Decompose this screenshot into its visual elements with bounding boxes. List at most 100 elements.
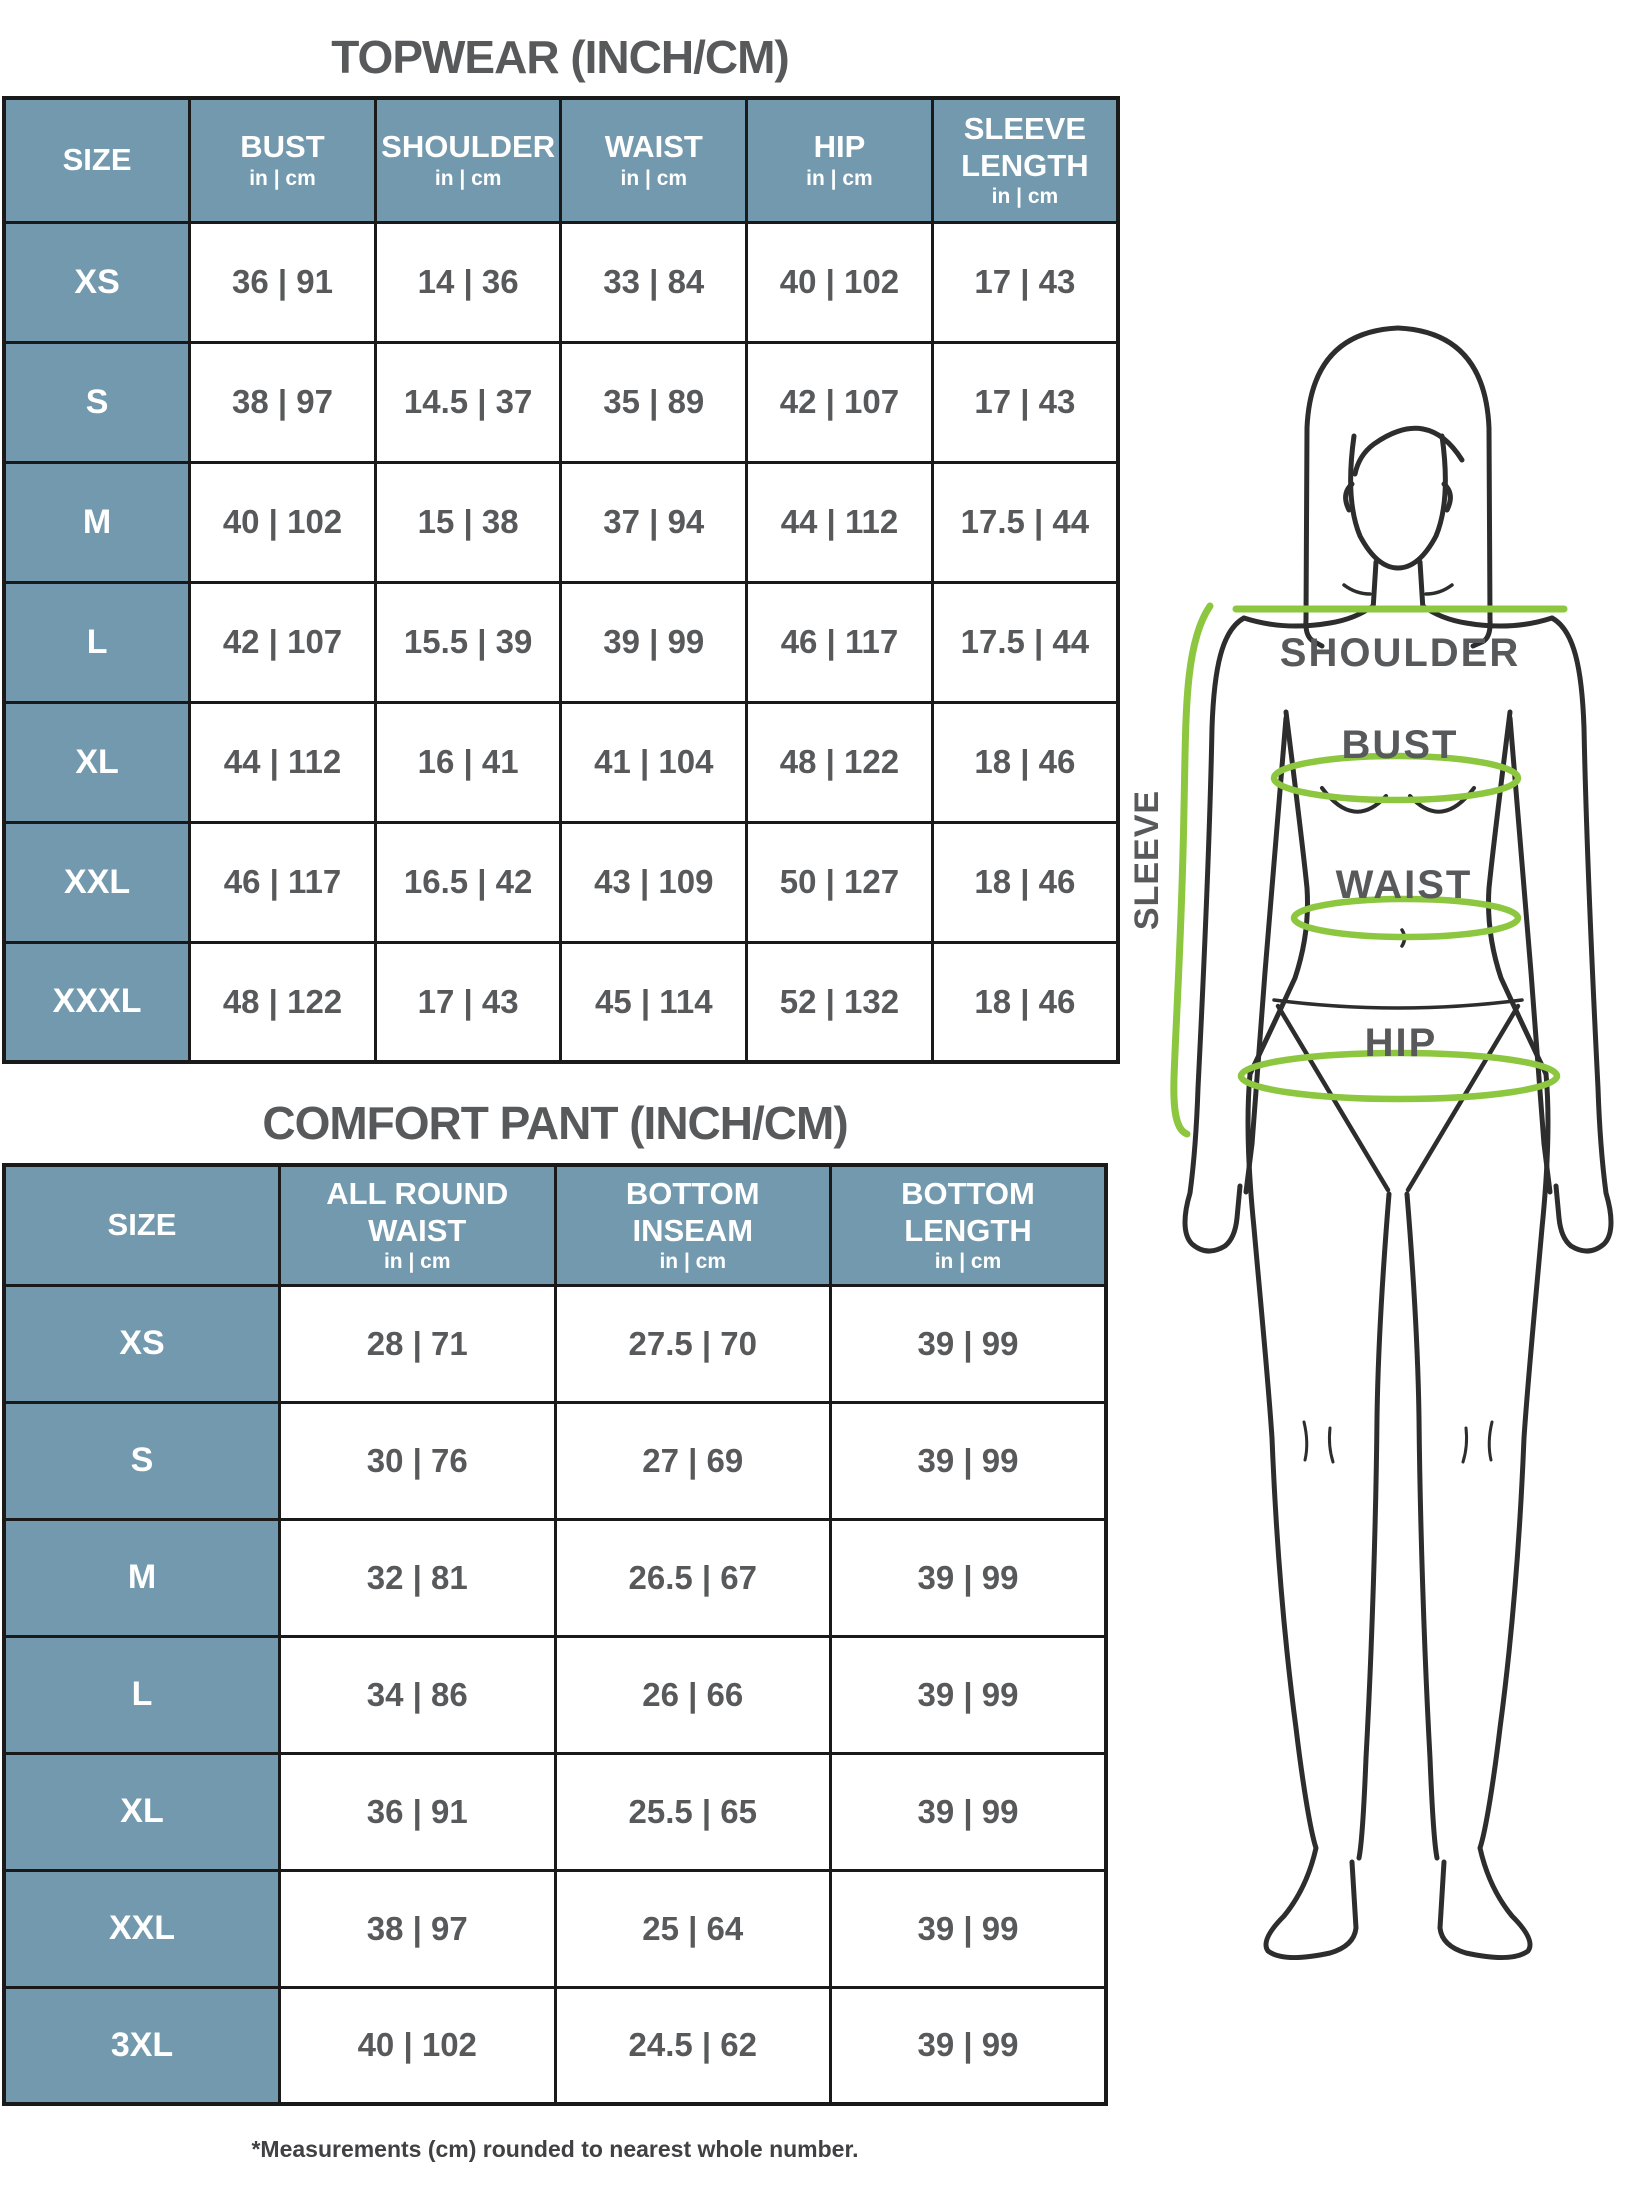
waist-value: 43 | 109 — [559, 820, 749, 944]
table-row: XXL 38 | 97 25 | 64 39 | 99 — [2, 1868, 1108, 1989]
size-label: XL — [2, 1751, 281, 1872]
comfort-pant-title: COMFORT PANT (INCH/CM) — [262, 1097, 848, 1149]
hip-measure-ellipse — [1237, 1049, 1561, 1103]
table-row: L 34 | 86 26 | 66 39 | 99 — [2, 1634, 1108, 1755]
table-row: XS 28 | 71 27.5 | 70 39 | 99 — [2, 1283, 1108, 1404]
waist-value: 35 | 89 — [559, 340, 749, 464]
size-label: XXL — [2, 1868, 281, 1989]
bottom-length-value: 39 | 99 — [829, 1283, 1108, 1404]
size-label: L — [2, 580, 192, 704]
topwear-title: TOPWEAR (INCH/CM) — [331, 31, 789, 83]
body-outline — [1182, 325, 1614, 1961]
bottom-inseam-value: 27 | 69 — [553, 1400, 832, 1521]
all-round-waist-value: 38 | 97 — [278, 1868, 557, 1989]
shoulder-value: 15 | 38 — [373, 460, 563, 584]
bottom-length-value: 39 | 99 — [829, 1868, 1108, 1989]
shoulder-label: SHOULDER — [1280, 631, 1520, 675]
shoulder-value: 16 | 41 — [373, 700, 563, 824]
bust-value: 46 | 117 — [188, 820, 377, 944]
table-row: M 40 | 102 15 | 38 37 | 94 44 | 112 17.5… — [2, 460, 1120, 584]
bottom-length-value: 39 | 99 — [829, 1751, 1108, 1872]
pant-header-bottom-length: BOTTOM LENGTH in | cm — [829, 1163, 1108, 1287]
all-round-waist-value: 32 | 81 — [278, 1517, 557, 1638]
female-body-outline-illustration: SHOULDER BUST WAIST HIP SLEEVE — [1128, 325, 1614, 1961]
all-round-waist-value: 36 | 91 — [278, 1751, 557, 1872]
bottom-inseam-value: 26 | 66 — [553, 1634, 832, 1755]
body-measurement-diagram: SHOULDER BUST WAIST HIP SLEEVE — [1126, 288, 1652, 1980]
bottom-length-value: 39 | 99 — [829, 1634, 1108, 1755]
bottom-inseam-value: 25.5 | 65 — [553, 1751, 832, 1872]
waist-measure-ellipse — [1290, 895, 1522, 941]
shoulder-value: 14.5 | 37 — [373, 340, 563, 464]
hip-label: HIP — [1365, 1021, 1438, 1065]
sleeve-length-value: 17.5 | 44 — [930, 460, 1120, 584]
hip-value: 46 | 117 — [745, 580, 934, 704]
bottom-inseam-value: 27.5 | 70 — [553, 1283, 832, 1404]
pant-header-size: SIZE — [2, 1163, 281, 1287]
size-label: XXXL — [2, 940, 192, 1064]
measurements-footnote: *Measurements (cm) rounded to nearest wh… — [251, 2136, 859, 2162]
shoulder-value: 15.5 | 39 — [373, 580, 563, 704]
shoulder-value: 14 | 36 — [373, 220, 563, 344]
hip-value: 52 | 132 — [745, 940, 934, 1064]
topwear-header-row: SIZE BUST in | cm SHOULDER in | cm WAIST in… — [2, 96, 1120, 224]
sleeve-length-value: 18 | 46 — [930, 820, 1120, 944]
pant-header-bottom-inseam: BOTTOM INSEAM in | cm — [553, 1163, 832, 1287]
table-row: XS 36 | 91 14 | 36 33 | 84 40 | 102 17 |… — [2, 220, 1120, 344]
all-round-waist-value: 28 | 71 — [278, 1283, 557, 1404]
table-row: XL 44 | 112 16 | 41 41 | 104 48 | 122 18… — [2, 700, 1120, 824]
table-row: XXXL 48 | 122 17 | 43 45 | 114 52 | 132 … — [2, 940, 1120, 1064]
size-label: 3XL — [2, 1985, 281, 2106]
sleeve-label: SLEEVE — [1128, 790, 1166, 930]
waist-value: 45 | 114 — [559, 940, 749, 1064]
topwear-header-shoulder: SHOULDER in | cm — [373, 96, 563, 224]
comfort-pant-size-table: SIZE ALL ROUND WAIST in | cm BOTTOM INSEA… — [2, 1163, 1108, 2106]
table-row: XXL 46 | 117 16.5 | 42 43 | 109 50 | 127… — [2, 820, 1120, 944]
size-label: XL — [2, 700, 192, 824]
all-round-waist-value: 40 | 102 — [278, 1985, 557, 2106]
comfort-pant-header-row: SIZE ALL ROUND WAIST in | cm BOTTOM INSEA… — [2, 1163, 1108, 1287]
hip-value: 42 | 107 — [745, 340, 934, 464]
sleeve-length-value: 18 | 46 — [930, 940, 1120, 1064]
topwear-header-sleeve-length: SLEEVE LENGTH in | cm — [930, 96, 1120, 224]
waist-value: 41 | 104 — [559, 700, 749, 824]
pant-header-all-round-waist: ALL ROUND WAIST in | cm — [278, 1163, 557, 1287]
size-label: L — [2, 1634, 281, 1755]
size-label: M — [2, 1517, 281, 1638]
bust-measure-ellipse — [1270, 752, 1522, 804]
all-round-waist-value: 30 | 76 — [278, 1400, 557, 1521]
size-label: S — [2, 340, 192, 464]
bust-value: 36 | 91 — [188, 220, 377, 344]
size-label: XS — [2, 220, 192, 344]
bottom-length-value: 39 | 99 — [829, 1400, 1108, 1521]
topwear-header-size: SIZE — [2, 96, 192, 224]
table-row: S 30 | 76 27 | 69 39 | 99 — [2, 1400, 1108, 1521]
bust-label: BUST — [1342, 723, 1459, 767]
sleeve-length-value: 17 | 43 — [930, 340, 1120, 464]
table-row: XL 36 | 91 25.5 | 65 39 | 99 — [2, 1751, 1108, 1872]
measurement-lines — [1170, 602, 1568, 1138]
waist-value: 37 | 94 — [559, 460, 749, 584]
hip-value: 48 | 122 — [745, 700, 934, 824]
bust-value: 42 | 107 — [188, 580, 377, 704]
topwear-header-hip: HIP in | cm — [745, 96, 934, 224]
topwear-header-bust: BUST in | cm — [188, 96, 377, 224]
sleeve-measure-line — [1170, 602, 1214, 1138]
sleeve-length-value: 17 | 43 — [930, 220, 1120, 344]
bottom-length-value: 39 | 99 — [829, 1517, 1108, 1638]
topwear-size-table: SIZE BUST in | cm SHOULDER in | cm WAIST in… — [2, 96, 1120, 1064]
size-label: M — [2, 460, 192, 584]
size-label: S — [2, 1400, 281, 1521]
hip-value: 40 | 102 — [745, 220, 934, 344]
sleeve-length-value: 17.5 | 44 — [930, 580, 1120, 704]
bust-value: 38 | 97 — [188, 340, 377, 464]
size-label: XS — [2, 1283, 281, 1404]
table-row: M 32 | 81 26.5 | 67 39 | 99 — [2, 1517, 1108, 1638]
waist-value: 33 | 84 — [559, 220, 749, 344]
sleeve-length-value: 18 | 46 — [930, 700, 1120, 824]
measure-labels: SHOULDER BUST WAIST HIP SLEEVE — [1128, 631, 1520, 1065]
size-label: XXL — [2, 820, 192, 944]
table-row: S 38 | 97 14.5 | 37 35 | 89 42 | 107 17 … — [2, 340, 1120, 464]
all-round-waist-value: 34 | 86 — [278, 1634, 557, 1755]
bust-value: 40 | 102 — [188, 460, 377, 584]
